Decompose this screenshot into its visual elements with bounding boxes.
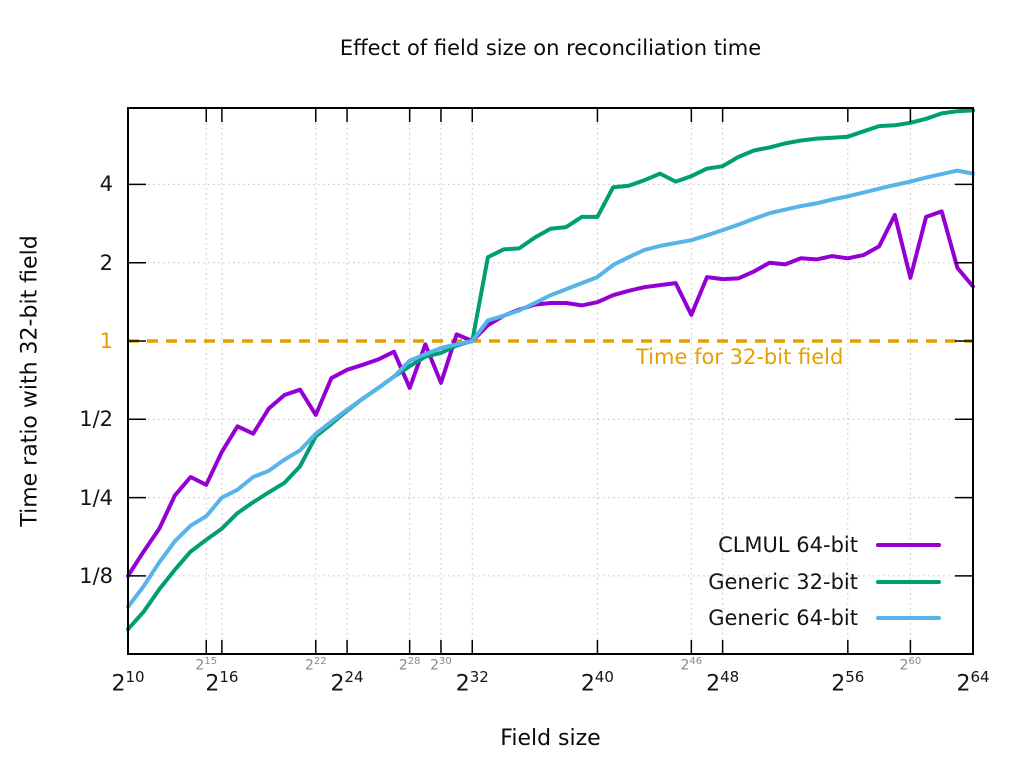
plot-border xyxy=(127,107,974,655)
legend-label: Generic 64-bit xyxy=(708,606,858,631)
y-tick-label-4: 4 xyxy=(99,172,113,197)
y-tick-label-1-8: 1/8 xyxy=(79,563,113,588)
x-tick-label-2^46: 246 xyxy=(680,656,703,674)
x-tick-label-2^15: 215 xyxy=(195,656,218,674)
legend-row-clmul-64bit: CLMUL 64-bit xyxy=(708,527,941,564)
x-tick-label-2^24: 224 xyxy=(330,668,364,697)
x-tick-label-2^64: 264 xyxy=(956,668,990,697)
x-tick-label-2^28: 228 xyxy=(398,656,421,674)
y-tick-label-1: 1 xyxy=(99,329,113,353)
legend-line-swatch xyxy=(876,616,941,621)
legend: CLMUL 64-bit Generic 32-bit Generic 64-b… xyxy=(708,527,941,637)
x-tick-label-2^40: 240 xyxy=(580,668,614,697)
legend-row-generic-64bit: Generic 64-bit xyxy=(708,600,941,637)
legend-label: CLMUL 64-bit xyxy=(718,533,858,558)
chart-title: Effect of field size on reconciliation t… xyxy=(339,36,762,60)
x-tick-label-2^16: 216 xyxy=(205,668,239,697)
x-tick-label-2^32: 232 xyxy=(455,668,489,697)
series-line-clmul-64-bit xyxy=(126,209,975,578)
legend-line-swatch xyxy=(876,579,941,584)
x-tick-label-2^60: 260 xyxy=(899,656,922,674)
series-line-generic-64-bit xyxy=(126,168,975,609)
y-tick-label-1-2: 1/2 xyxy=(79,407,113,432)
x-tick-label-2^56: 256 xyxy=(831,668,865,697)
y-tick-label-1-4: 1/4 xyxy=(79,485,113,510)
legend-label: Generic 32-bit xyxy=(708,569,858,594)
y-tick-label-2: 2 xyxy=(99,250,113,275)
x-tick-label-2^30: 230 xyxy=(430,656,452,674)
legend-row-generic-32bit: Generic 32-bit xyxy=(708,564,941,601)
reference-line-label: Time for 32-bit field xyxy=(636,345,844,369)
x-tick-label-2^10: 210 xyxy=(111,668,145,697)
y-axis-title: Time ratio with 32-bit field xyxy=(17,235,43,527)
legend-line-swatch xyxy=(876,543,941,548)
x-tick-label-2^22: 222 xyxy=(304,656,327,674)
x-axis-title: Field size xyxy=(500,726,601,751)
x-tick-label-2^48: 248 xyxy=(706,668,740,697)
series-line-generic-32-bit xyxy=(126,108,975,632)
